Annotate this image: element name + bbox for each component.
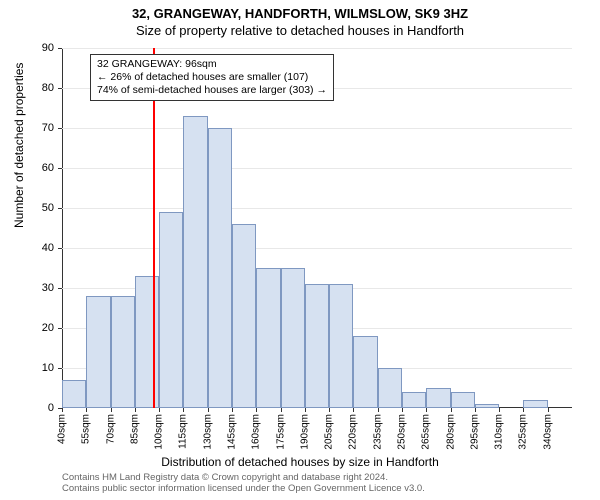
histogram-bar (281, 268, 305, 408)
annotation-line: 32 GRANGEWAY: 96sqm (97, 58, 327, 71)
histogram-bar (183, 116, 207, 408)
xtick-label: 160sqm (251, 414, 262, 450)
ytick-mark (58, 368, 62, 369)
ytick-label: 70 (24, 122, 54, 134)
xtick-mark (305, 408, 306, 412)
histogram-bar (305, 284, 329, 408)
marker-line (153, 48, 155, 408)
ytick-label: 40 (24, 242, 54, 254)
xtick-label: 265sqm (421, 414, 432, 450)
footer-line: Contains HM Land Registry data © Crown c… (62, 472, 425, 483)
xtick-mark (183, 408, 184, 412)
ytick-label: 50 (24, 202, 54, 214)
histogram-bar (378, 368, 402, 408)
xtick-label: 280sqm (445, 414, 456, 450)
xtick-label: 100sqm (154, 414, 165, 450)
xtick-mark (475, 408, 476, 412)
xtick-label: 310sqm (494, 414, 505, 450)
xtick-mark (232, 408, 233, 412)
histogram-bar (135, 276, 159, 408)
histogram-bar (523, 400, 547, 408)
xtick-mark (378, 408, 379, 412)
xtick-label: 85sqm (129, 414, 140, 444)
xtick-mark (402, 408, 403, 412)
annotation-line: 74% of semi-detached houses are larger (… (97, 84, 327, 97)
xtick-mark (256, 408, 257, 412)
xtick-mark (159, 408, 160, 412)
histogram-bar (232, 224, 256, 408)
xtick-mark (62, 408, 63, 412)
footer-attribution: Contains HM Land Registry data © Crown c… (62, 472, 425, 495)
xtick-mark (523, 408, 524, 412)
xtick-label: 205sqm (324, 414, 335, 450)
chart-title: 32, GRANGEWAY, HANDFORTH, WILMSLOW, SK9 … (0, 0, 600, 21)
grid-line (62, 128, 572, 129)
ytick-mark (58, 208, 62, 209)
xtick-mark (499, 408, 500, 412)
xtick-label: 250sqm (397, 414, 408, 450)
grid-line (62, 248, 572, 249)
annotation-box: 32 GRANGEWAY: 96sqm ← 26% of detached ho… (90, 54, 334, 101)
ytick-mark (58, 168, 62, 169)
xtick-label: 220sqm (348, 414, 359, 450)
xtick-mark (353, 408, 354, 412)
histogram-bar (256, 268, 280, 408)
histogram-bar (86, 296, 110, 408)
x-axis-label: Distribution of detached houses by size … (0, 455, 600, 469)
y-axis-line (62, 48, 63, 408)
xtick-mark (329, 408, 330, 412)
xtick-mark (281, 408, 282, 412)
xtick-mark (548, 408, 549, 412)
footer-line: Contains public sector information licen… (62, 483, 425, 494)
histogram-bar (329, 284, 353, 408)
chart-container: 32, GRANGEWAY, HANDFORTH, WILMSLOW, SK9 … (0, 0, 600, 500)
chart-subtitle: Size of property relative to detached ho… (0, 21, 600, 38)
ytick-mark (58, 248, 62, 249)
xtick-mark (86, 408, 87, 412)
histogram-bar (402, 392, 426, 408)
ytick-label: 10 (24, 362, 54, 374)
ytick-label: 30 (24, 282, 54, 294)
xtick-mark (135, 408, 136, 412)
ytick-mark (58, 88, 62, 89)
xtick-label: 115sqm (178, 414, 189, 449)
histogram-bar (159, 212, 183, 408)
xtick-label: 70sqm (105, 414, 116, 444)
histogram-bar (208, 128, 232, 408)
ytick-mark (58, 288, 62, 289)
ytick-label: 20 (24, 322, 54, 334)
xtick-label: 190sqm (299, 414, 310, 450)
grid-line (62, 48, 572, 49)
ytick-mark (58, 328, 62, 329)
histogram-bar (62, 380, 86, 408)
grid-line (62, 168, 572, 169)
xtick-label: 340sqm (542, 414, 553, 450)
plot-area: 010203040506070809040sqm55sqm70sqm85sqm1… (62, 48, 572, 408)
histogram-bar (426, 388, 450, 408)
annotation-line: ← 26% of detached houses are smaller (10… (97, 71, 327, 84)
xtick-label: 295sqm (469, 414, 480, 450)
ytick-label: 60 (24, 162, 54, 174)
xtick-mark (111, 408, 112, 412)
histogram-bar (451, 392, 475, 408)
ytick-mark (58, 128, 62, 129)
xtick-label: 145sqm (227, 414, 238, 450)
xtick-mark (451, 408, 452, 412)
histogram-bar (111, 296, 135, 408)
xtick-mark (426, 408, 427, 412)
xtick-label: 235sqm (372, 414, 383, 450)
ytick-label: 90 (24, 42, 54, 54)
xtick-label: 130sqm (202, 414, 213, 450)
xtick-label: 40sqm (57, 414, 68, 444)
xtick-label: 325sqm (518, 414, 529, 450)
grid-line (62, 208, 572, 209)
ytick-mark (58, 48, 62, 49)
histogram-bar (475, 404, 499, 408)
ytick-label: 80 (24, 82, 54, 94)
xtick-label: 55sqm (81, 414, 92, 444)
histogram-bar (353, 336, 377, 408)
xtick-mark (208, 408, 209, 412)
ytick-label: 0 (24, 402, 54, 414)
xtick-label: 175sqm (275, 414, 286, 450)
